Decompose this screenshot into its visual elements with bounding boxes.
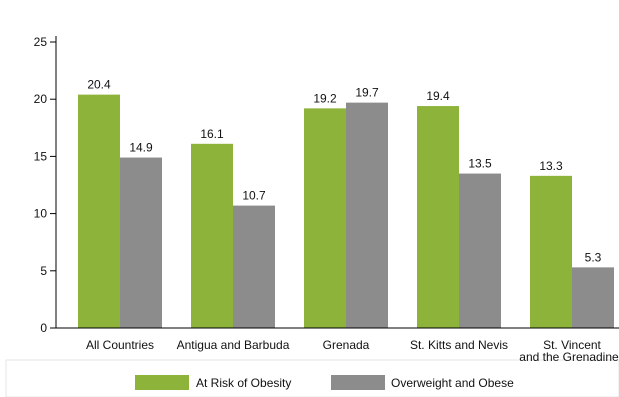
bar-at-risk-0 [78, 94, 120, 329]
legend-swatch-at-risk [135, 375, 189, 390]
bar-overweight-3 [459, 173, 501, 328]
value-label: 19.4 [426, 89, 450, 103]
y-tick-label: 5 [40, 264, 47, 278]
x-tick-label-line: Grenada [323, 338, 370, 352]
value-label: 19.7 [355, 86, 379, 100]
x-tick-label-line: Antigua and Barbuda [177, 338, 290, 352]
bar-at-risk-1 [191, 143, 233, 328]
bar-at-risk-3 [417, 106, 459, 329]
x-tick-label: Grenada [323, 338, 370, 352]
value-labels-layer: 20.4 14.9 16.1 10.7 19.2 19.7 19.4 13.5 13.3 5.3 [87, 78, 601, 265]
legend-label-overweight: Overweight and Obese [391, 376, 514, 390]
value-label: 10.7 [242, 189, 266, 203]
value-label: 19.2 [313, 91, 337, 105]
x-tick-label: St. Kitts and Nevis [410, 338, 508, 352]
x-tick-label-line: St. Kitts and Nevis [410, 338, 508, 352]
value-label: 13.3 [539, 159, 563, 173]
x-axis: All Countries Antigua and Barbuda Grenada S… [56, 327, 619, 364]
bars-layer [78, 94, 614, 329]
legend-label-at-risk: At Risk of Obesity [196, 376, 291, 390]
y-tick-label: 10 [34, 207, 48, 221]
value-label: 13.5 [468, 157, 492, 171]
value-label: 5.3 [585, 250, 602, 264]
y-tick-label: 0 [40, 321, 47, 335]
bar-at-risk-4 [530, 175, 572, 328]
bar-overweight-2 [346, 102, 388, 328]
value-label: 20.4 [87, 78, 111, 92]
value-label: 16.1 [200, 127, 224, 141]
y-axis: 0 5 10 15 20 25 [34, 35, 57, 335]
bar-overweight-1 [233, 205, 275, 328]
x-tick-label-line: and the Grenadines [519, 350, 619, 364]
legend-box [5, 359, 619, 397]
legend: At Risk of Obesity Overweight and Obese [135, 375, 514, 390]
x-tick-label: Antigua and Barbuda [177, 338, 290, 352]
y-tick-label: 15 [34, 149, 48, 163]
bar-overweight-0 [120, 157, 162, 328]
y-tick-label: 20 [34, 92, 48, 106]
value-label: 14.9 [129, 141, 153, 155]
bar-at-risk-2 [304, 108, 346, 329]
x-tick-label: All Countries [86, 338, 154, 352]
legend-swatch-overweight [331, 375, 385, 390]
bar-overweight-4 [572, 267, 614, 328]
x-tick-label-line: All Countries [86, 338, 154, 352]
y-tick-label: 25 [34, 35, 48, 49]
x-tick-label: St. Vincent and the Grenadines [519, 338, 619, 364]
x-tick-label-line: St. Vincent [543, 338, 601, 352]
